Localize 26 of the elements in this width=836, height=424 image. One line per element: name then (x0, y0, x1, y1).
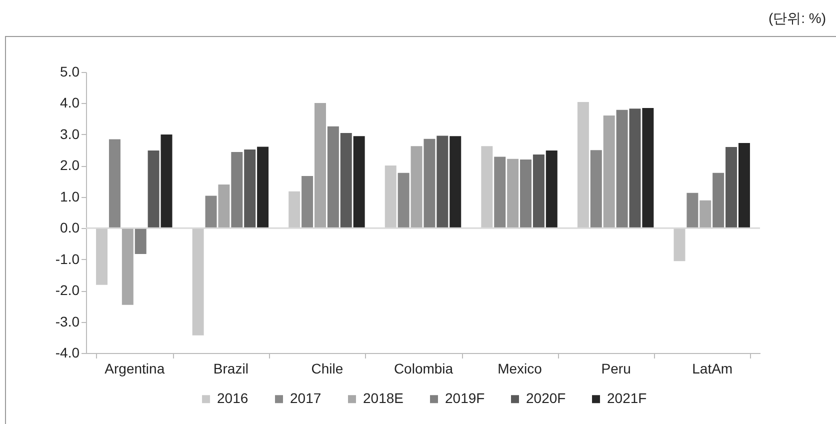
y-tick-label: 2.0 (60, 157, 80, 174)
x-tick-label: Colombia (394, 360, 454, 376)
x-tick-label: Peru (601, 360, 631, 376)
y-tick-label: 4.0 (60, 94, 80, 111)
y-tick-label: 1.0 (60, 188, 80, 204)
x-tick-label: Argentina (104, 360, 165, 376)
legend-label: 2020F (526, 390, 566, 406)
legend-label: 2019F (445, 390, 485, 406)
legend-label: 2018E (363, 390, 404, 406)
y-tick-label: -1.0 (55, 250, 80, 267)
y-tick-label: 5.0 (60, 64, 80, 80)
y-tick-label: -3.0 (55, 313, 80, 330)
x-tick-label: LatAm (692, 360, 733, 376)
bar (672, 228, 686, 262)
y-tick-label: 0.0 (60, 220, 80, 236)
text: (단위: %) (767, 9, 827, 28)
legend-label: 2016 (217, 390, 248, 406)
x-tick-label: Brazil (213, 360, 248, 376)
y-tick-label: 3.0 (60, 126, 80, 142)
y-tick-label: -2.0 (55, 282, 80, 298)
legend-label: 2021F (607, 390, 647, 406)
x-tick-label: Chile (311, 360, 344, 376)
x-tick-label: Mexico (498, 360, 542, 376)
y-tick-label: -4.0 (55, 344, 80, 360)
bar (192, 228, 205, 336)
legend-label: 2017 (290, 390, 322, 406)
